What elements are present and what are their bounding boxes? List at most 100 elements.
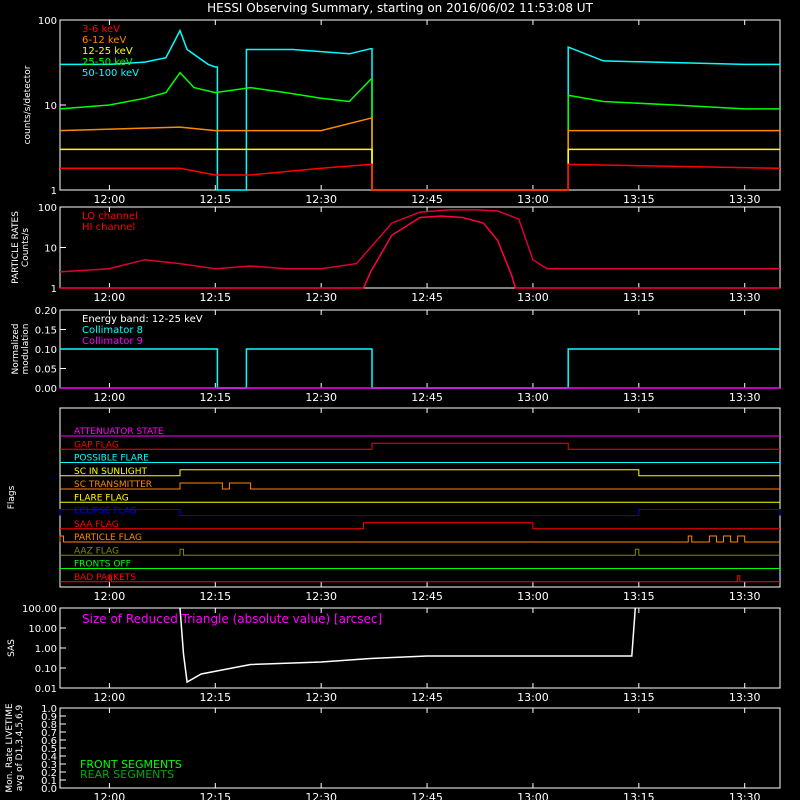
flag-label: PARTICLE FLAG (74, 533, 142, 543)
counts-ytick-label: 100 (38, 16, 57, 27)
livetime-ytick-label: 1.0 (41, 704, 57, 715)
flag-trace (60, 548, 780, 556)
flag-trace (60, 575, 780, 583)
counts-legend-item: 25-50 keV (82, 57, 133, 68)
livetime-xtick-label: 12:15 (199, 791, 231, 800)
flag-label: ATTENUATOR STATE (74, 427, 164, 437)
page-title: HESSI Observing Summary, starting on 201… (207, 1, 593, 15)
modulation-xtick-label: 12:30 (305, 391, 337, 404)
flags-xtick-label: 12:30 (305, 590, 337, 603)
panel-particle: 12:00 12:15 12:30 12:45 13:00 13:15 13:30 PARTI… (11, 203, 781, 304)
particle-xtick-label: 13:30 (729, 291, 761, 304)
counts-xtick-label: 13:15 (623, 193, 655, 206)
flags-xtick-label: 12:00 (94, 590, 126, 603)
counts-xtick-label: 13:30 (729, 193, 761, 206)
livetime-xtick-label: 13:30 (729, 791, 761, 800)
flag-label: ECLIPSE FLAG (74, 507, 137, 517)
sas-ytick-label: 1.00 (35, 644, 57, 655)
counts-legend-item: 12-25 keV (82, 46, 133, 57)
particle-series-HI channel (60, 215, 780, 289)
particle-ytick-label: 1 (51, 284, 57, 295)
particle-xtick-label: 13:00 (517, 291, 549, 304)
counts-xtick-label: 13:00 (517, 193, 549, 206)
sas-xtick-label: 12:00 (94, 691, 126, 704)
flag-trace (60, 482, 780, 490)
panel-counts: 12:00 12:15 12:30 12:45 13:00 13:15 13:30 count… (23, 16, 781, 206)
flag-label: SC TRANSMITTER (74, 480, 152, 490)
livetime-legend-item: REAR SEGMENTS (80, 768, 174, 781)
livetime-ytick-label: 0.6 (41, 736, 57, 747)
flag-trace (60, 469, 780, 477)
counts-legend-item: 6-12 keV (82, 35, 126, 46)
livetime-ytick-label: 0.3 (41, 760, 57, 771)
flag-label: SC IN SUNLIGHT (74, 467, 148, 477)
modulation-legend-item: Collimator 8 (82, 325, 143, 336)
flag-label: FRONTS OFF (74, 560, 131, 570)
sas-annotation: Size of Reduced Triangle (absolute value… (82, 612, 382, 626)
livetime-ylabel: avg of D1,3,4,5,6,9 (15, 704, 25, 791)
flags-xtick-label: 13:30 (729, 590, 761, 603)
panel-sas: 12:00 12:15 12:30 12:45 13:00 13:15 13:30 SAS 0.… (7, 604, 781, 704)
flag-label: FLARE FLAG (74, 493, 129, 503)
flag-label: GAP FLAG (74, 440, 119, 450)
panel-livetime: 12:00 12:15 12:30 12:45 13:00 13:15 13:30 Mon. … (5, 703, 781, 800)
counts-legend-item: 50-100 keV (82, 68, 139, 79)
modulation-xtick-label: 13:00 (517, 391, 549, 404)
flag-trace (59, 535, 780, 543)
livetime-ytick-label: 0.2 (41, 768, 57, 779)
panel-modulation: 12:00 12:15 12:30 12:45 13:00 13:15 13:30 Norma… (11, 306, 781, 404)
modulation-xtick-label: 12:45 (411, 391, 443, 404)
livetime-xtick-label: 12:30 (305, 791, 337, 800)
counts-legend-item: 3-6 keV (82, 24, 120, 35)
modulation-ytick-label: 0.05 (35, 365, 57, 376)
particle-legend-item: HI channel (82, 222, 135, 233)
sas-ytick-label: 10.00 (28, 624, 57, 635)
counts-ytick-label: 1 (51, 186, 57, 197)
sas-series-trace (179, 607, 637, 684)
modulation-legend-item: Energy band: 12-25 keV (82, 314, 203, 325)
modulation-legend-item: Collimator 9 (82, 336, 143, 347)
counts-ytick-label: 10 (44, 101, 57, 112)
particle-xtick-label: 12:30 (305, 291, 337, 304)
particle-xtick-label: 12:00 (94, 291, 126, 304)
flags-xtick-label: 13:00 (517, 590, 549, 603)
counts-xtick-label: 12:45 (411, 193, 443, 206)
flag-trace (60, 442, 780, 450)
counts-series-3-6 keV (60, 163, 781, 191)
particle-series-LO channel (59, 209, 780, 273)
particle-ytick-label: 10 (44, 244, 57, 255)
modulation-ylabel: modulation (21, 324, 31, 375)
sas-xtick-label: 12:45 (411, 691, 443, 704)
flag-label: SAA FLAG (74, 520, 119, 530)
flag-trace (60, 522, 780, 530)
livetime-xtick-label: 13:15 (623, 791, 655, 800)
modulation-xtick-label: 13:15 (623, 391, 655, 404)
particle-xtick-label: 12:15 (199, 291, 231, 304)
livetime-ytick-label: 0.0 (41, 784, 57, 795)
flags-xtick-label: 12:15 (199, 590, 231, 603)
counts-xtick-label: 12:00 (94, 193, 126, 206)
modulation-ytick-label: 0.15 (35, 326, 57, 337)
livetime-ytick-label: 0.9 (41, 712, 57, 723)
modulation-xtick-label: 12:00 (94, 391, 126, 404)
flag-label: POSSIBLE FLARE (74, 454, 149, 464)
counts-ylabel: counts/s/detector (23, 65, 33, 144)
livetime-xtick-label: 13:00 (517, 791, 549, 800)
flags-ylabel: Flags (7, 485, 17, 509)
livetime-ytick-label: 0.4 (41, 752, 57, 763)
livetime-ylabel: Mon. Rate LIVETIME (5, 703, 15, 793)
sas-ytick-label: 0.01 (35, 684, 57, 695)
sas-xtick-label: 13:15 (623, 691, 655, 704)
flag-label: BAD PACKETS (74, 573, 136, 583)
livetime-xtick-label: 12:45 (411, 791, 443, 800)
particle-ylabel: Counts/s (21, 228, 31, 267)
counts-xtick-label: 12:30 (305, 193, 337, 206)
flags-frame (59, 407, 781, 588)
sas-ytick-label: 100.00 (22, 604, 57, 615)
livetime-legend-item: FRONT SEGMENTS (80, 758, 182, 771)
particle-xtick-label: 13:15 (623, 291, 655, 304)
modulation-ytick-label: 0.10 (35, 345, 57, 356)
modulation-xtick-label: 13:30 (729, 391, 761, 404)
sas-xtick-label: 13:00 (517, 691, 549, 704)
